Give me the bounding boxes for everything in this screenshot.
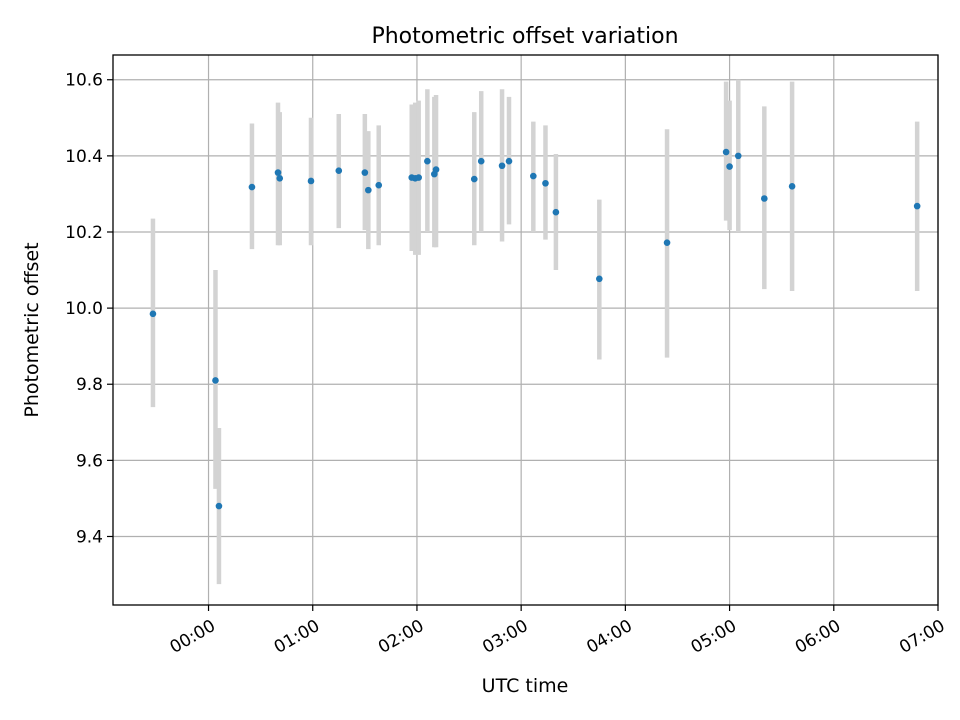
data-point (424, 157, 431, 165)
data-point (726, 163, 733, 170)
data-point (552, 208, 560, 216)
data-point (498, 162, 506, 170)
data-point (432, 166, 440, 173)
y-tick-label: 9.6 (76, 451, 103, 471)
data-point (248, 183, 256, 191)
y-tick-label: 10.0 (65, 299, 103, 319)
data-point (149, 310, 157, 318)
data-point (913, 202, 921, 210)
data-point (722, 148, 730, 156)
y-tick-label: 10.2 (65, 223, 103, 243)
data-point (335, 167, 343, 175)
y-tick-label: 10.6 (65, 71, 103, 91)
data-point (274, 169, 282, 176)
chart-title: Photometric offset variation (371, 24, 678, 49)
data-point (215, 502, 223, 510)
data-points (149, 148, 921, 510)
data-point (415, 174, 422, 181)
y-axis-label: Photometric offset (21, 242, 43, 417)
data-point (477, 157, 485, 165)
data-point (361, 169, 369, 176)
data-point (307, 177, 315, 185)
data-point (276, 175, 284, 182)
data-point (375, 181, 383, 189)
data-point (663, 239, 671, 246)
data-point (212, 377, 219, 384)
y-tick-label: 10.4 (65, 147, 103, 167)
data-point (596, 275, 603, 283)
data-point (470, 175, 478, 183)
data-point (505, 157, 513, 165)
y-axis-ticks: 9.4 9.6 9.8 10.0 10.2 10.4 10.6 (65, 71, 113, 547)
x-axis-label: UTC time (482, 675, 569, 697)
data-point (365, 186, 372, 194)
data-point (530, 172, 537, 180)
data-point (542, 179, 549, 187)
y-tick-label: 9.4 (76, 527, 103, 547)
plot-frame (112, 54, 939, 606)
y-tick-label: 9.8 (76, 375, 103, 395)
data-point (761, 195, 768, 202)
data-point (788, 183, 796, 190)
data-point (734, 152, 742, 160)
